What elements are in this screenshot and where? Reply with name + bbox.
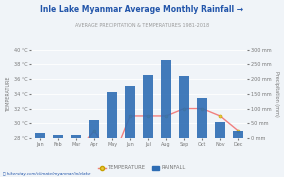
Text: Ⓢ hikerstay.com/climate/myanmar/inlelake: Ⓢ hikerstay.com/climate/myanmar/inlelake	[3, 172, 90, 176]
Y-axis label: TEMPERATURE: TEMPERATURE	[6, 76, 11, 112]
Bar	[197, 98, 207, 138]
Text: Inle Lake Myanmar Average Monthly Rainfall →: Inle Lake Myanmar Average Monthly Rainfa…	[40, 5, 244, 14]
Bar	[89, 120, 99, 138]
Bar	[107, 92, 117, 138]
Bar	[53, 135, 63, 138]
Text: AVERAGE PRECIPITATION & TEMPERATURES 1981-2018: AVERAGE PRECIPITATION & TEMPERATURES 198…	[75, 23, 209, 28]
Bar	[215, 122, 225, 138]
Bar	[179, 76, 189, 138]
Bar	[161, 60, 171, 138]
Bar	[71, 135, 81, 138]
Legend: TEMPERATURE, RAINFALL: TEMPERATURE, RAINFALL	[96, 163, 188, 173]
Bar	[35, 133, 45, 138]
Bar	[125, 86, 135, 138]
Bar	[143, 75, 153, 138]
Bar	[233, 131, 243, 138]
Y-axis label: Precipitation (mm): Precipitation (mm)	[274, 71, 279, 117]
